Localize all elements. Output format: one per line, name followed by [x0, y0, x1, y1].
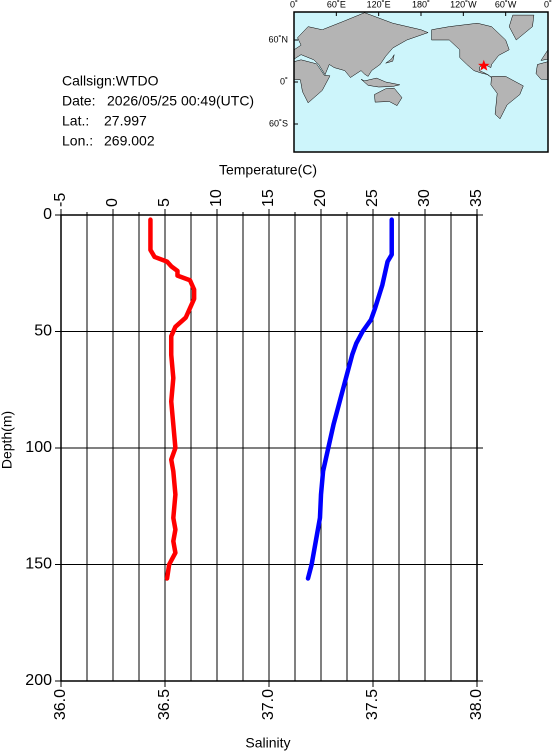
x2-tick-label: 35	[468, 189, 485, 207]
continent	[374, 87, 403, 106]
continent	[294, 12, 429, 78]
continent	[508, 14, 535, 41]
continent	[540, 49, 548, 61]
y-tick-label: 150	[25, 556, 52, 573]
plot-frame	[60, 214, 478, 682]
y-tick-label: 50	[34, 323, 52, 340]
continent	[0, 76, 15, 118]
x-tick-label: 36.5	[156, 689, 173, 720]
x2-label: Temperature(C)	[219, 162, 317, 178]
continent	[132, 55, 140, 64]
x-label: Salinity	[245, 735, 290, 751]
station-star	[478, 59, 490, 71]
continent	[535, 61, 548, 80]
map-lon-label: 120˚E	[367, 0, 391, 9]
x-tick-label: 37.5	[364, 689, 381, 720]
y-tick-label: 200	[25, 672, 52, 689]
map-lon-label: 0˚	[544, 0, 552, 9]
map-lon-label: 60˚W	[495, 0, 517, 9]
continent	[431, 22, 510, 78]
x2-tick-label: 15	[260, 189, 277, 207]
y-tick-label: 0	[43, 206, 52, 223]
x2-tick-label: 5	[156, 198, 173, 207]
map-lat-label: 60˚N	[268, 34, 288, 44]
continent	[360, 77, 400, 88]
x2-tick-label: 10	[208, 189, 225, 207]
map-lat-label: 0˚	[280, 76, 288, 86]
x2-tick-label: 25	[364, 189, 381, 207]
continent	[1, 15, 26, 40]
continent	[385, 54, 395, 64]
lon: 269.002	[104, 133, 155, 149]
x-tick-label: 37.0	[260, 689, 277, 720]
callsign: Callsign:WTDO	[62, 73, 159, 89]
continent	[0, 23, 1, 77]
map-lat-label: 60˚S	[269, 118, 288, 128]
map-land	[0, 12, 548, 120]
date: 2026/05/25 00:49(UTC)	[107, 93, 254, 109]
profile-line	[305, 217, 394, 581]
profile-line	[148, 217, 197, 581]
continent	[178, 23, 256, 77]
lat-label: Lat.:	[62, 113, 89, 129]
date-label: Date:	[62, 93, 95, 109]
map-lon-label: 180˚	[412, 0, 430, 9]
continent	[294, 59, 331, 104]
y-tick-label: 100	[25, 439, 52, 456]
x-tick-label: 36.0	[52, 689, 69, 720]
x2-tick-label: -5	[52, 193, 69, 207]
lon-label: Lon.:	[62, 133, 93, 149]
map-lon-label: 60˚E	[327, 0, 346, 9]
map-lon-label: 120˚W	[450, 0, 477, 9]
map-lon-label: 0˚	[290, 0, 298, 9]
y-label: Depth(m)	[0, 411, 15, 469]
lat: 27.997	[104, 113, 147, 129]
continent	[490, 76, 524, 120]
x2-tick-label: 0	[104, 198, 121, 207]
continent	[33, 13, 174, 78]
x2-tick-label: 20	[312, 189, 329, 207]
x2-tick-label: 30	[416, 189, 433, 207]
x-tick-label: 38.0	[468, 689, 485, 720]
